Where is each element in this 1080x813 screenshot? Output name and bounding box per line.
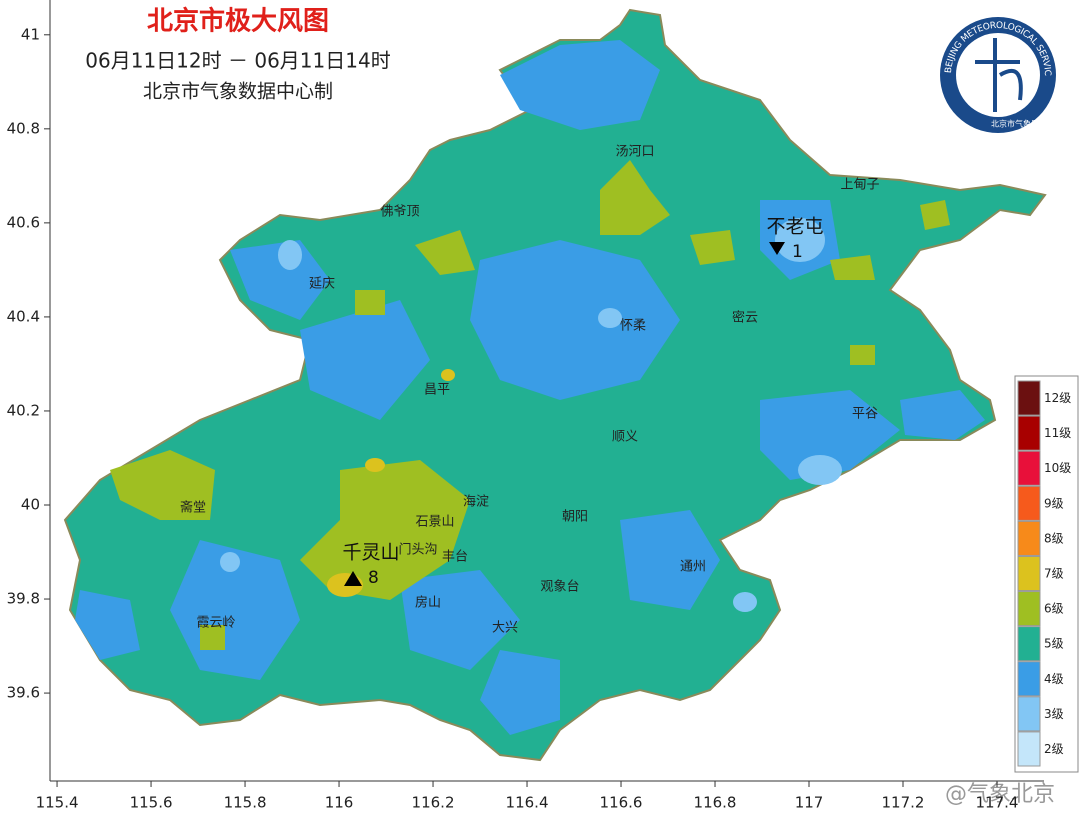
x-tick-label: 116.4 [506,794,549,812]
x-tick-label: 116.6 [600,794,643,812]
place-label: 汤河口 [615,145,654,160]
station-level: 1 [792,242,803,262]
legend-swatch [1017,555,1041,592]
logo-mark [975,38,1023,112]
x-tick-label: 116.2 [412,794,455,812]
place-label: 佛爷顶 [380,205,419,220]
legend-label: 3级 [1044,707,1064,721]
legend-swatch [1017,415,1041,451]
place-label: 延庆 [309,277,335,292]
place-label: 石景山 [415,515,454,530]
legend-swatch [1017,450,1041,486]
logo-inner [956,33,1040,117]
legend-swatch [1017,626,1041,662]
legend-label: 8级 [1044,531,1064,545]
place-label: 朝阳 [562,510,588,525]
wind-zones [75,40,985,735]
y-tick-label: 40.4 [7,307,40,325]
period: 06月11日12时 － 06月11日14时 [85,49,390,73]
place-label: 观象台 [540,580,579,595]
x-tick-label: 115.4 [36,794,79,812]
station-marker [769,242,785,255]
legend-label: 6级 [1044,602,1064,616]
legend-label: 12级 [1044,391,1071,405]
place-label: 昌平 [424,383,450,398]
station-name: 千灵山 [342,542,399,564]
place-label: 平谷 [852,407,878,422]
station-name: 不老屯 [766,216,823,238]
legend-label: 10级 [1044,461,1071,475]
x-tick-label: 115.8 [224,794,267,812]
x-tick-label: 117 [795,794,824,812]
place-label: 房山 [415,595,441,611]
light-zones [220,218,842,612]
x-tick-label: 117.2 [882,794,925,812]
title-block: 北京市极大风图 06月11日12时 － 06月11日14时 北京市气象数据中心制 [85,6,390,103]
place-label: 上甸子 [840,178,879,193]
legend-swatch [1017,661,1041,697]
legend-label: 7级 [1044,567,1064,581]
place-label: 怀柔 [620,319,646,334]
legend-swatch [1017,591,1041,627]
legend-label: 9级 [1044,496,1064,510]
station-level: 8 [368,568,379,588]
place-label: 斋堂 [180,500,206,516]
x-tick-label: 117.4 [976,794,1019,812]
station-marker [344,571,362,586]
place-label: 顺义 [612,430,638,445]
strong-zones [110,160,950,650]
logo-org: 北京市气象局 [991,119,1039,129]
place-label: 丰台 [442,550,468,565]
legend-swatch [1017,520,1041,556]
place-label: 密云 [732,310,758,326]
axes [49,0,1044,782]
title: 北京市极大风图 [147,6,329,37]
y-tick-label: 40 [21,495,40,513]
legend: 12级 11级 10级 9级 8级 7级 6级 5级 4级 3级 2级 [1014,375,1079,773]
legend-swatch [1017,485,1041,521]
legend-label: 4级 [1044,672,1064,686]
y-tick-label: 41 [21,25,40,43]
y-tick-label: 39.8 [7,590,40,608]
y-tick-label: 39.6 [7,684,40,702]
place-label: 通州 [680,560,706,575]
watermark: @气象北京 [945,782,1055,807]
x-tick-label: 116 [325,794,354,812]
legend-swatch [1017,380,1041,416]
place-label: 海淀 [463,495,489,510]
legend-swatch [1017,696,1041,732]
maker: 北京市气象数据中心制 [143,81,333,103]
legend-label: 11级 [1044,426,1071,440]
y-tick-label: 40.8 [7,119,40,137]
place-label: 门头沟 [398,543,437,558]
place-label: 大兴 [492,621,518,636]
x-tick-label: 115.6 [130,794,173,812]
place-label: 霞云岭 [196,616,235,631]
y-tick-label: 40.6 [7,213,40,231]
legend-swatch [1017,731,1041,767]
y-tick-label: 40.2 [7,401,40,419]
x-tick-label: 116.8 [694,794,737,812]
legend-label: 2级 [1044,742,1064,756]
legend-label: 5级 [1044,637,1064,651]
